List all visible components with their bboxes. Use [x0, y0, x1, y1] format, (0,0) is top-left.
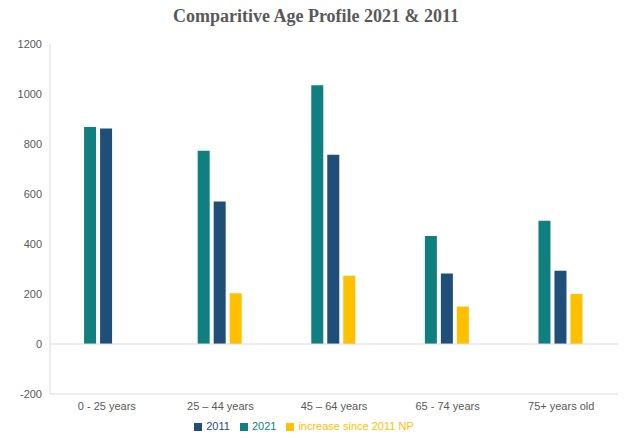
svg-text:75+ years old: 75+ years old [528, 400, 594, 412]
html-text:increase since 2011 NP: increase since 2011 NP [298, 420, 414, 432]
svg-text:200: 200 [24, 288, 42, 300]
svg-text:45 – 64 years: 45 – 64 years [301, 400, 368, 412]
svg-text:25 – 44 years: 25 – 44 years [187, 400, 254, 412]
svg-text:0 - 25 years: 0 - 25 years [78, 400, 137, 412]
html-text:2011: 2011 [206, 420, 230, 432]
svg-text:65 - 74 years: 65 - 74 years [415, 400, 480, 412]
html-text:2021: 2021 [251, 420, 277, 432]
svg-text:-200: -200 [20, 388, 42, 400]
svg-text:600: 600 [24, 188, 42, 200]
svg-text:1200: 1200 [18, 38, 42, 50]
svg-text:400: 400 [24, 238, 42, 250]
html-text:Comparitive Age Profile 2021 &: Comparitive Age Profile 2021 & 2011 [172, 6, 460, 26]
svg-text:0: 0 [36, 338, 42, 350]
svg-text:1000: 1000 [18, 88, 42, 100]
svg-text:800: 800 [24, 138, 42, 150]
